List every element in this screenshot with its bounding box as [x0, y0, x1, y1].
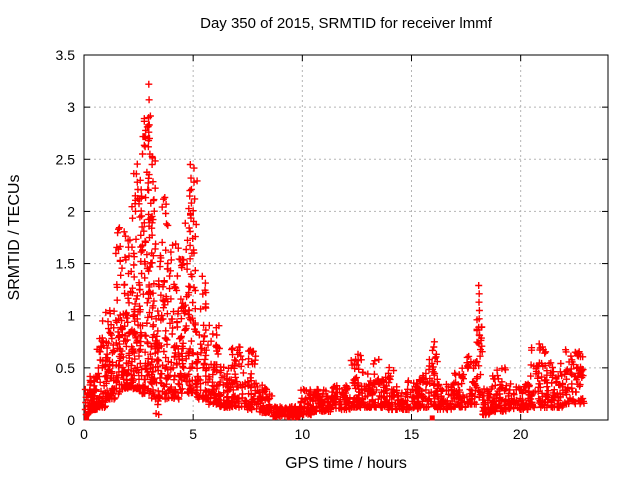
x-tick-labels: 0 5 10 15 20: [80, 426, 529, 442]
y-axis-label: SRMTID / TECUs: [6, 175, 23, 301]
zero-point-markers: [84, 415, 435, 421]
chart-title: Day 350 of 2015, SRMTID for receiver lmm…: [200, 15, 493, 32]
plot-border: [83, 54, 609, 421]
svg-text:0: 0: [67, 412, 75, 428]
x-axis-label: GPS time / hours: [285, 455, 407, 472]
svg-text:1: 1: [67, 308, 75, 324]
grid-lines: [84, 55, 608, 420]
svg-text:15: 15: [404, 426, 420, 442]
svg-text:0.5: 0.5: [56, 360, 76, 376]
svg-text:10: 10: [295, 426, 311, 442]
svg-text:3: 3: [67, 99, 75, 115]
svg-text:20: 20: [513, 426, 529, 442]
svg-text:1.5: 1.5: [56, 256, 76, 272]
svg-text:0: 0: [80, 426, 88, 442]
svg-text:2: 2: [67, 203, 75, 219]
y-tick-labels: 0 0.5 1 1.5 2 2.5 3 3.5: [56, 47, 76, 428]
svg-text:2.5: 2.5: [56, 151, 76, 167]
svg-text:3.5: 3.5: [56, 47, 76, 63]
svg-text:5: 5: [189, 426, 197, 442]
scatter-points: [81, 80, 588, 421]
